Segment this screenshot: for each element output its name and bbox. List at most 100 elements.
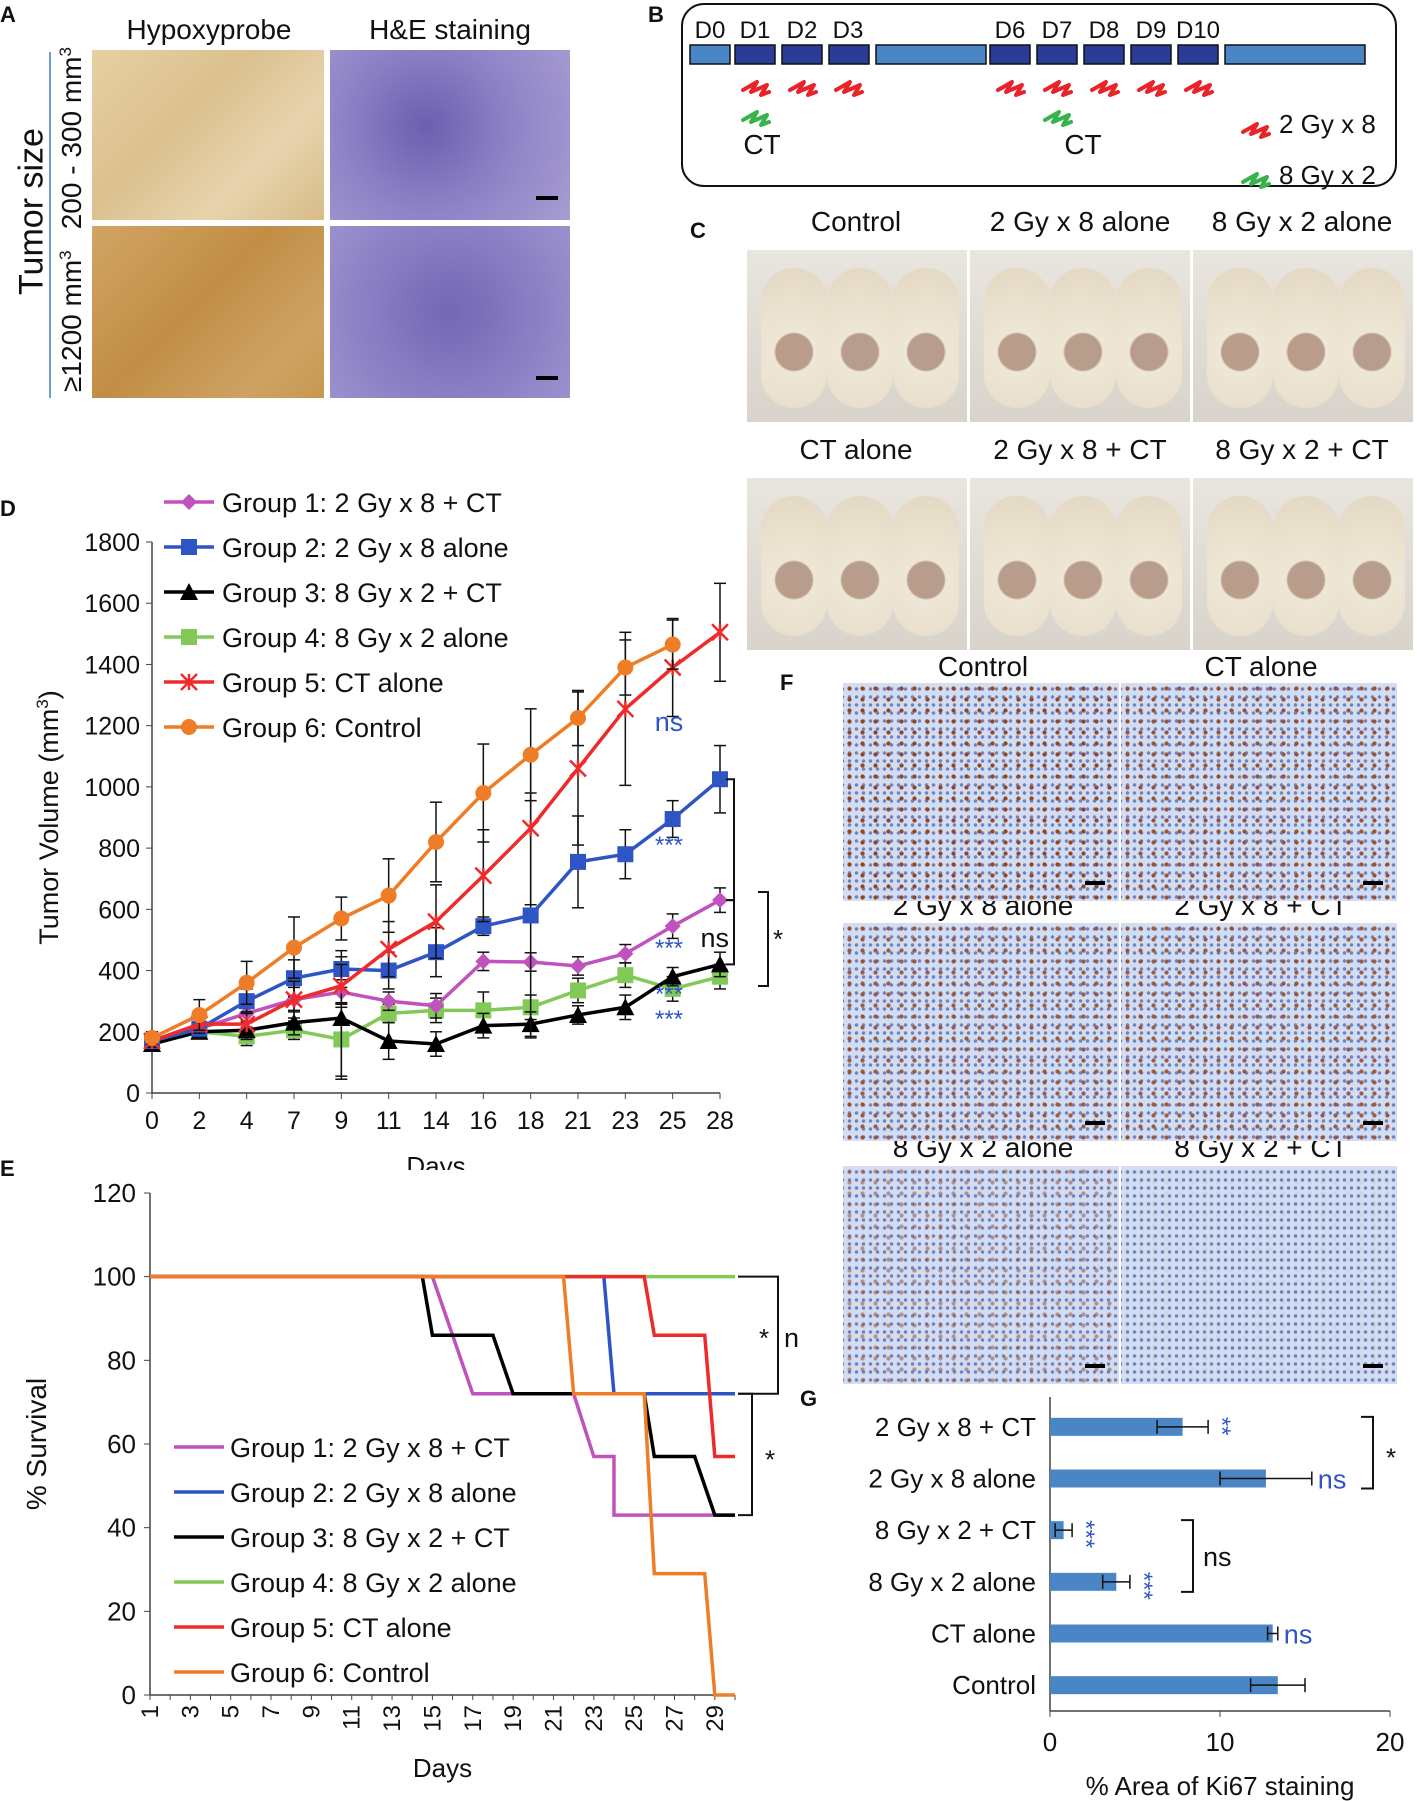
schedule-block: [1130, 44, 1172, 65]
schedule-block: [689, 44, 731, 65]
data-point: [428, 833, 444, 850]
sig-group2: ***: [655, 832, 683, 859]
bar: [1050, 1469, 1266, 1488]
legend-label: Group 6: Control: [230, 1658, 430, 1688]
mice-label-2gyx8-alone: 2 Gy x 8 alone: [989, 206, 1171, 237]
mouse-body: [1116, 496, 1182, 636]
x-tick-label: 1: [137, 1705, 164, 1718]
bar-category-label: Control: [952, 1670, 1036, 1700]
x-tick-label: 25: [659, 1107, 687, 1135]
sig-group4: ***: [655, 1006, 683, 1033]
mouse-body: [984, 268, 1050, 408]
scale-bar: [536, 196, 558, 200]
x-tick-label: 0: [1043, 1727, 1057, 1757]
mice-photo: [1193, 250, 1413, 422]
data-point: [570, 853, 586, 870]
sig-label: ns: [1284, 1620, 1313, 1650]
x-axis-label: Days: [406, 1151, 465, 1170]
x-tick-label: 14: [422, 1107, 450, 1135]
x-tick-label: 27: [661, 1705, 688, 1732]
mouse-body: [1339, 268, 1405, 408]
sig-ns-black: ns: [700, 923, 729, 953]
data-point: [617, 945, 634, 962]
legend-item: Group 3: 8 Gy x 2 + CT: [174, 1523, 510, 1553]
day-label: D8: [1089, 17, 1120, 44]
scale-bar: [536, 376, 558, 380]
data-point: [380, 887, 397, 904]
y-tick-label: 1400: [84, 651, 140, 679]
x-tick-label: 23: [581, 1705, 608, 1732]
x-tick-label: 29: [702, 1705, 729, 1732]
y-tick-label: 1600: [84, 590, 140, 618]
x-tick-label: 5: [218, 1705, 245, 1718]
schedule-block: [1083, 44, 1125, 65]
radiation-2gy-bolt: [834, 80, 864, 97]
sig-group3: ***: [655, 981, 683, 1008]
x-tick-label: 10: [1206, 1727, 1235, 1757]
mouse-body: [761, 268, 827, 408]
ki67-image: [1121, 923, 1397, 1141]
x-tick-label: 7: [287, 1107, 301, 1135]
legend-green-bolt: [1241, 172, 1271, 189]
sig-label: ***: [1130, 1572, 1157, 1600]
ki67-image: [843, 683, 1119, 901]
sig-ns: ns: [1203, 1542, 1232, 1572]
day-label: D9: [1136, 17, 1167, 44]
y-tick-label: 120: [93, 1178, 136, 1208]
data-point: [332, 1009, 351, 1027]
day-label: D7: [1042, 17, 1073, 44]
panel-e-letter: E: [0, 1156, 15, 1181]
radiation-2gy-bolt: [1184, 80, 1214, 97]
mouse-body: [827, 496, 893, 636]
y-tick-label: 1000: [84, 774, 140, 802]
radiation-2gy-bolt: [1137, 80, 1167, 97]
x-tick-label: 3: [177, 1705, 204, 1718]
data-point: [475, 953, 492, 970]
mice-label-control: Control: [810, 206, 902, 237]
schedule-block: [1224, 44, 1366, 65]
sig-ns-blue: ns: [655, 707, 684, 737]
data-point: [616, 998, 635, 1016]
mouse-body: [1273, 496, 1339, 636]
data-point: [711, 955, 729, 973]
schedule-block: [1177, 44, 1219, 65]
bracket-upper: [738, 1275, 779, 1395]
ki67-image: [843, 1166, 1119, 1384]
row1-label: 200 - 300 mm3: [56, 38, 88, 238]
legend-item: Group 4: 8 Gy x 2 alone: [174, 1568, 517, 1598]
mice-photo: [970, 478, 1190, 650]
schedule-block: [781, 44, 823, 65]
data-point: [616, 699, 635, 718]
data-point: [712, 892, 728, 909]
panel-c-letter: C: [690, 218, 706, 243]
tumor-size-label: Tumor size: [12, 128, 51, 295]
x-tick-label: 28: [706, 1107, 734, 1135]
bar-category-label: 8 Gy x 2 alone: [868, 1567, 1036, 1597]
bar-category-label: CT alone: [931, 1619, 1036, 1649]
legend-label: Group 5: CT alone: [230, 1613, 452, 1643]
bar-category-label: 8 Gy x 2 + CT: [875, 1515, 1036, 1545]
radiation-2gy-bolt: [1043, 80, 1073, 97]
x-tick-label: 21: [540, 1705, 567, 1732]
data-point: [522, 907, 539, 924]
legend-label: Group 4: 8 Gy x 2 alone: [222, 623, 509, 653]
data-point: [522, 746, 539, 763]
data-point: [570, 982, 586, 999]
data-point: [712, 771, 728, 788]
x-tick-label: 2: [192, 1107, 206, 1135]
mouse-body: [893, 496, 959, 636]
sig-star-upper: *: [759, 1323, 769, 1353]
data-point: [427, 912, 445, 931]
data-point: [181, 539, 197, 555]
bracket-outer-line: [758, 891, 769, 987]
data-point: [617, 846, 634, 863]
mouse-body: [893, 268, 959, 408]
data-point: [617, 659, 634, 676]
data-point: [181, 494, 197, 510]
mouse-body: [1050, 496, 1116, 636]
bracket-g1-g3: [726, 899, 735, 966]
y-tick-label: 1800: [84, 529, 140, 557]
data-point: [332, 976, 351, 995]
data-point: [521, 819, 540, 838]
row2-label: ≥1200 mm3: [56, 231, 88, 411]
